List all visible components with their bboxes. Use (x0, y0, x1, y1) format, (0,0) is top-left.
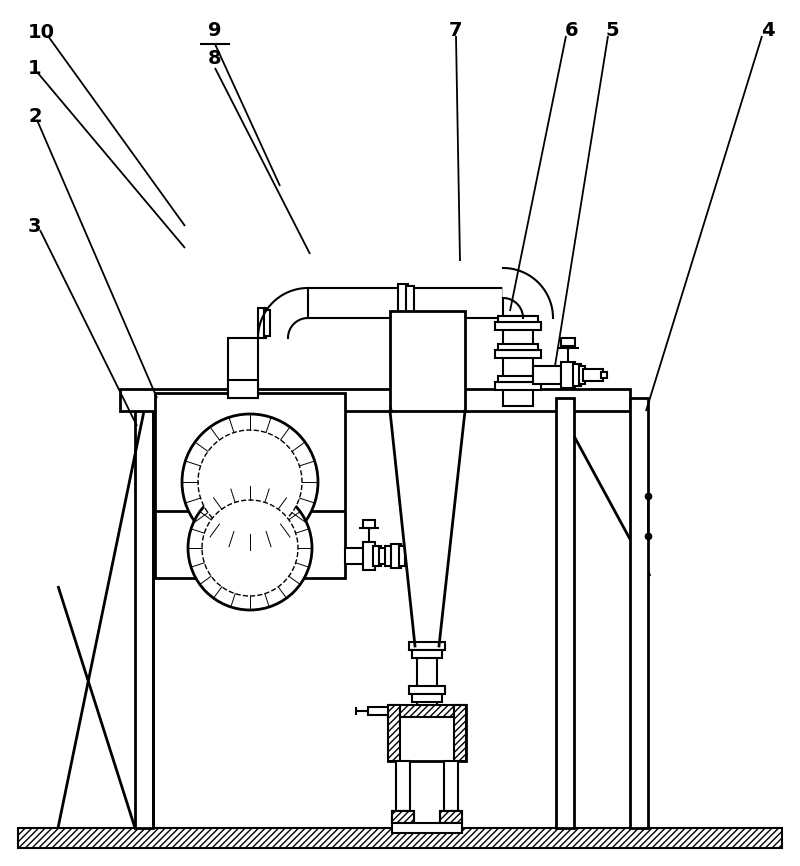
Bar (363, 542, 375, 570)
Text: 6: 6 (565, 21, 579, 40)
Bar (392, 811, 414, 821)
Bar (440, 811, 462, 821)
Text: 5: 5 (605, 21, 619, 40)
Bar (573, 364, 581, 386)
Bar (264, 310, 270, 336)
Bar (363, 520, 375, 528)
Bar (409, 686, 445, 694)
Text: 7: 7 (450, 21, 462, 40)
Bar (135, 398, 153, 828)
Polygon shape (258, 288, 308, 338)
Bar (411, 548, 425, 564)
Bar (498, 376, 538, 382)
Bar (385, 546, 393, 566)
Bar (388, 705, 466, 717)
Bar (583, 369, 603, 381)
Bar (228, 380, 258, 398)
Bar (391, 544, 401, 568)
Bar (398, 284, 408, 322)
Bar (120, 389, 630, 411)
Bar (498, 316, 538, 322)
Bar (392, 811, 414, 823)
Bar (388, 705, 466, 761)
Circle shape (202, 500, 298, 596)
Bar (373, 546, 381, 566)
Text: 8: 8 (208, 48, 222, 68)
Text: 3: 3 (28, 216, 42, 236)
Text: 9: 9 (208, 21, 222, 40)
Bar (444, 761, 458, 811)
Bar (503, 316, 533, 406)
Bar (425, 546, 445, 564)
Bar (498, 344, 538, 350)
Bar (399, 546, 407, 566)
Bar (561, 338, 575, 346)
Circle shape (188, 486, 312, 610)
Bar (18, 828, 782, 848)
Circle shape (198, 430, 302, 534)
Polygon shape (503, 268, 553, 318)
Bar (579, 366, 585, 384)
Bar (406, 286, 414, 320)
Bar (258, 308, 266, 338)
Bar (368, 707, 388, 715)
Bar (440, 811, 462, 823)
Bar (388, 705, 400, 761)
Bar (454, 705, 466, 761)
Circle shape (182, 414, 318, 550)
Bar (405, 548, 413, 564)
Bar (412, 650, 442, 658)
Bar (495, 322, 541, 330)
Bar (379, 548, 387, 564)
Bar (630, 398, 648, 828)
Bar (495, 382, 541, 390)
Bar (412, 694, 442, 702)
Text: 2: 2 (28, 107, 42, 126)
Text: 10: 10 (28, 23, 55, 42)
Bar (561, 362, 575, 388)
Bar (533, 366, 561, 384)
Polygon shape (390, 411, 465, 646)
Bar (345, 548, 365, 564)
Bar (228, 338, 258, 398)
Bar (155, 393, 345, 578)
Bar (601, 372, 607, 378)
Text: 4: 4 (761, 21, 775, 40)
Text: 1: 1 (28, 59, 42, 77)
Bar (495, 350, 541, 358)
Bar (409, 642, 445, 650)
Bar (417, 644, 437, 706)
Bar (308, 288, 503, 318)
Bar (556, 398, 574, 828)
Bar (390, 311, 465, 411)
Bar (392, 823, 462, 833)
Bar (396, 761, 410, 811)
